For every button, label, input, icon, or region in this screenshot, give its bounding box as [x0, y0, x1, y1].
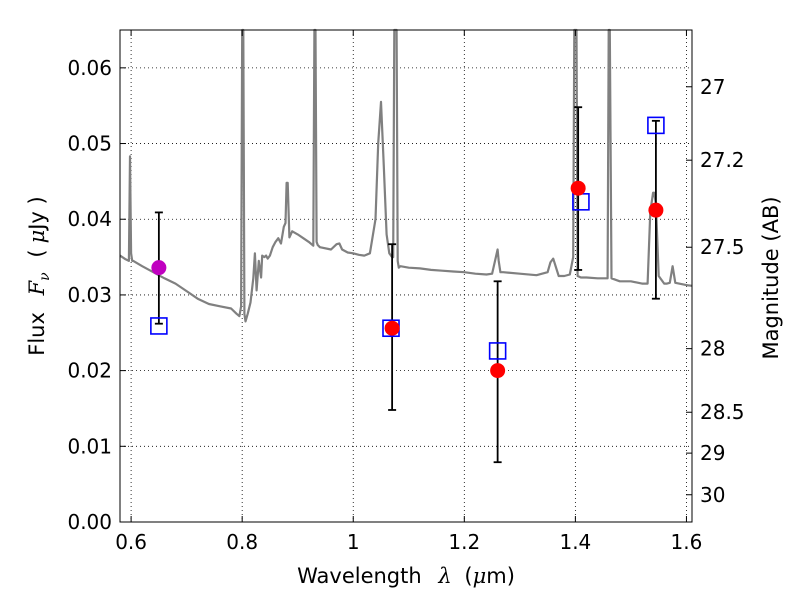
- x-axis-unit-rest: m): [486, 564, 515, 588]
- error-bars-layer: [154, 106, 660, 464]
- x-tick-label: 1.6: [671, 530, 703, 554]
- y2-tick-label: 27: [700, 75, 725, 99]
- observed-flux-point: [384, 320, 400, 336]
- y2-tick-label: 27.2: [700, 148, 745, 172]
- model-spectrum-layer: [119, 28, 693, 323]
- y-tick-label: 0.01: [67, 434, 112, 458]
- x-tick-label: 1.4: [559, 530, 591, 554]
- y-axis-unit-mu: μ: [25, 230, 49, 244]
- y-tick-label: 0.00: [67, 510, 112, 534]
- y-tick-label: 0.03: [67, 283, 112, 307]
- model-photometry-square: [572, 193, 590, 211]
- y-tick-label: 0.04: [67, 207, 112, 231]
- observed-flux-point: [570, 180, 586, 196]
- y-tick-label: 0.06: [67, 56, 112, 80]
- y-axis-unit-open: (: [25, 249, 49, 257]
- x-axis-unit-open: (: [464, 564, 472, 588]
- x-axis-title-text: Wavelength: [297, 564, 422, 588]
- y2-tick-label: 27.5: [700, 235, 745, 259]
- x-tick-label: 1.2: [448, 530, 480, 554]
- observed-flux-point: [151, 260, 167, 276]
- y-axis-unit-rest: Jy ): [25, 196, 49, 232]
- y-axis-title: Flux Fν ( μJy ): [25, 196, 54, 355]
- x-tick-label: 1: [347, 530, 360, 554]
- x-axis-title: Wavelength λ (μm): [297, 564, 515, 588]
- model-photometry-square: [488, 342, 507, 360]
- x-tick-label: 0.8: [226, 530, 258, 554]
- y2-tick-label: 29: [700, 441, 725, 465]
- y-axis-title-text: Flux: [25, 312, 49, 356]
- y-axis-symbol-sub: ν: [37, 272, 53, 281]
- y-tick-label: 0.05: [67, 132, 112, 156]
- y-axis-symbol: F: [25, 279, 49, 296]
- grid-lines: [120, 30, 692, 523]
- model-photometry-square: [647, 116, 665, 135]
- y-tick-label: 0.02: [67, 359, 112, 383]
- x-axis-unit-mu: μ: [473, 564, 487, 588]
- model-spectrum-line: [119, 28, 693, 323]
- y2-tick-label: 30: [700, 483, 725, 507]
- secondary-y-axis-title: Magnitude (AB): [759, 196, 783, 359]
- x-tick-label: 0.6: [115, 530, 147, 554]
- x-axis-symbol: λ: [437, 564, 451, 588]
- plot-frame: [119, 29, 693, 523]
- model-photometry-square: [150, 317, 168, 335]
- markers-layer: [150, 116, 665, 379]
- y2-tick-label: 28: [700, 337, 725, 361]
- observed-flux-point: [648, 202, 664, 218]
- observed-flux-point: [490, 363, 506, 379]
- axis-ticks: 0.6 0.8 1 1.2 1.4 1.6 0.00 0.01 0.02 0.03 0.04 0.05…: [67, 30, 745, 554]
- y2-tick-label: 28.5: [700, 400, 745, 424]
